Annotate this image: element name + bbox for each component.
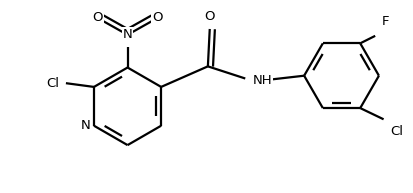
- Text: F: F: [381, 15, 388, 28]
- Text: Cl: Cl: [46, 77, 59, 90]
- Text: N: N: [122, 28, 132, 41]
- Text: O: O: [204, 10, 214, 23]
- Text: NH: NH: [252, 74, 272, 87]
- Text: N: N: [80, 119, 90, 132]
- Text: O: O: [152, 12, 162, 25]
- Text: Cl: Cl: [389, 125, 402, 138]
- Text: O: O: [92, 12, 103, 25]
